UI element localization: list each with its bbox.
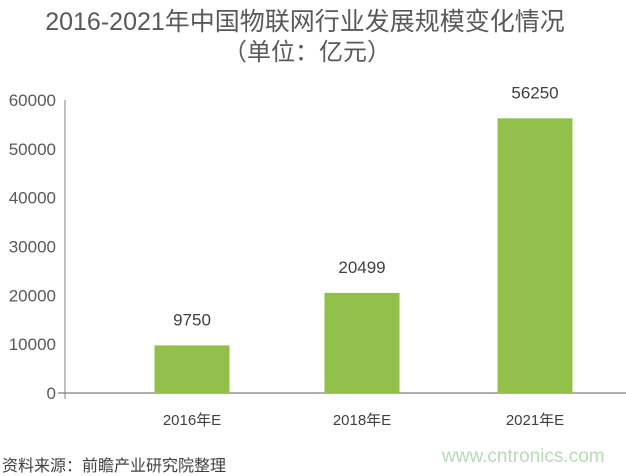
bar [497, 118, 573, 393]
x-tick-label: 2016年E [163, 412, 221, 429]
data-label: 20499 [338, 258, 385, 277]
x-tick-label: 2018年E [333, 412, 391, 429]
data-label: 9750 [173, 310, 211, 329]
bar [324, 292, 400, 393]
y-tick-label: 20000 [9, 286, 56, 305]
y-tick-label: 40000 [9, 189, 56, 208]
y-tick-label: 30000 [9, 238, 56, 257]
y-tick-label: 10000 [9, 335, 56, 354]
source-note: 资料来源：前瞻产业研究院整理 [2, 458, 227, 475]
chart-subtitle: （单位：亿元） [223, 39, 391, 66]
y-tick-label: 50000 [9, 140, 56, 159]
data-label: 56250 [511, 83, 558, 102]
watermark: www.cntronics.com [442, 446, 605, 467]
x-tick-label: 2021年E [506, 412, 564, 429]
y-tick-label: 0 [47, 384, 56, 403]
bar [154, 345, 230, 393]
y-tick-label: 60000 [9, 91, 56, 110]
chart-title: 2016-2021年中国物联网行业发展规模变化情况 [45, 8, 565, 36]
